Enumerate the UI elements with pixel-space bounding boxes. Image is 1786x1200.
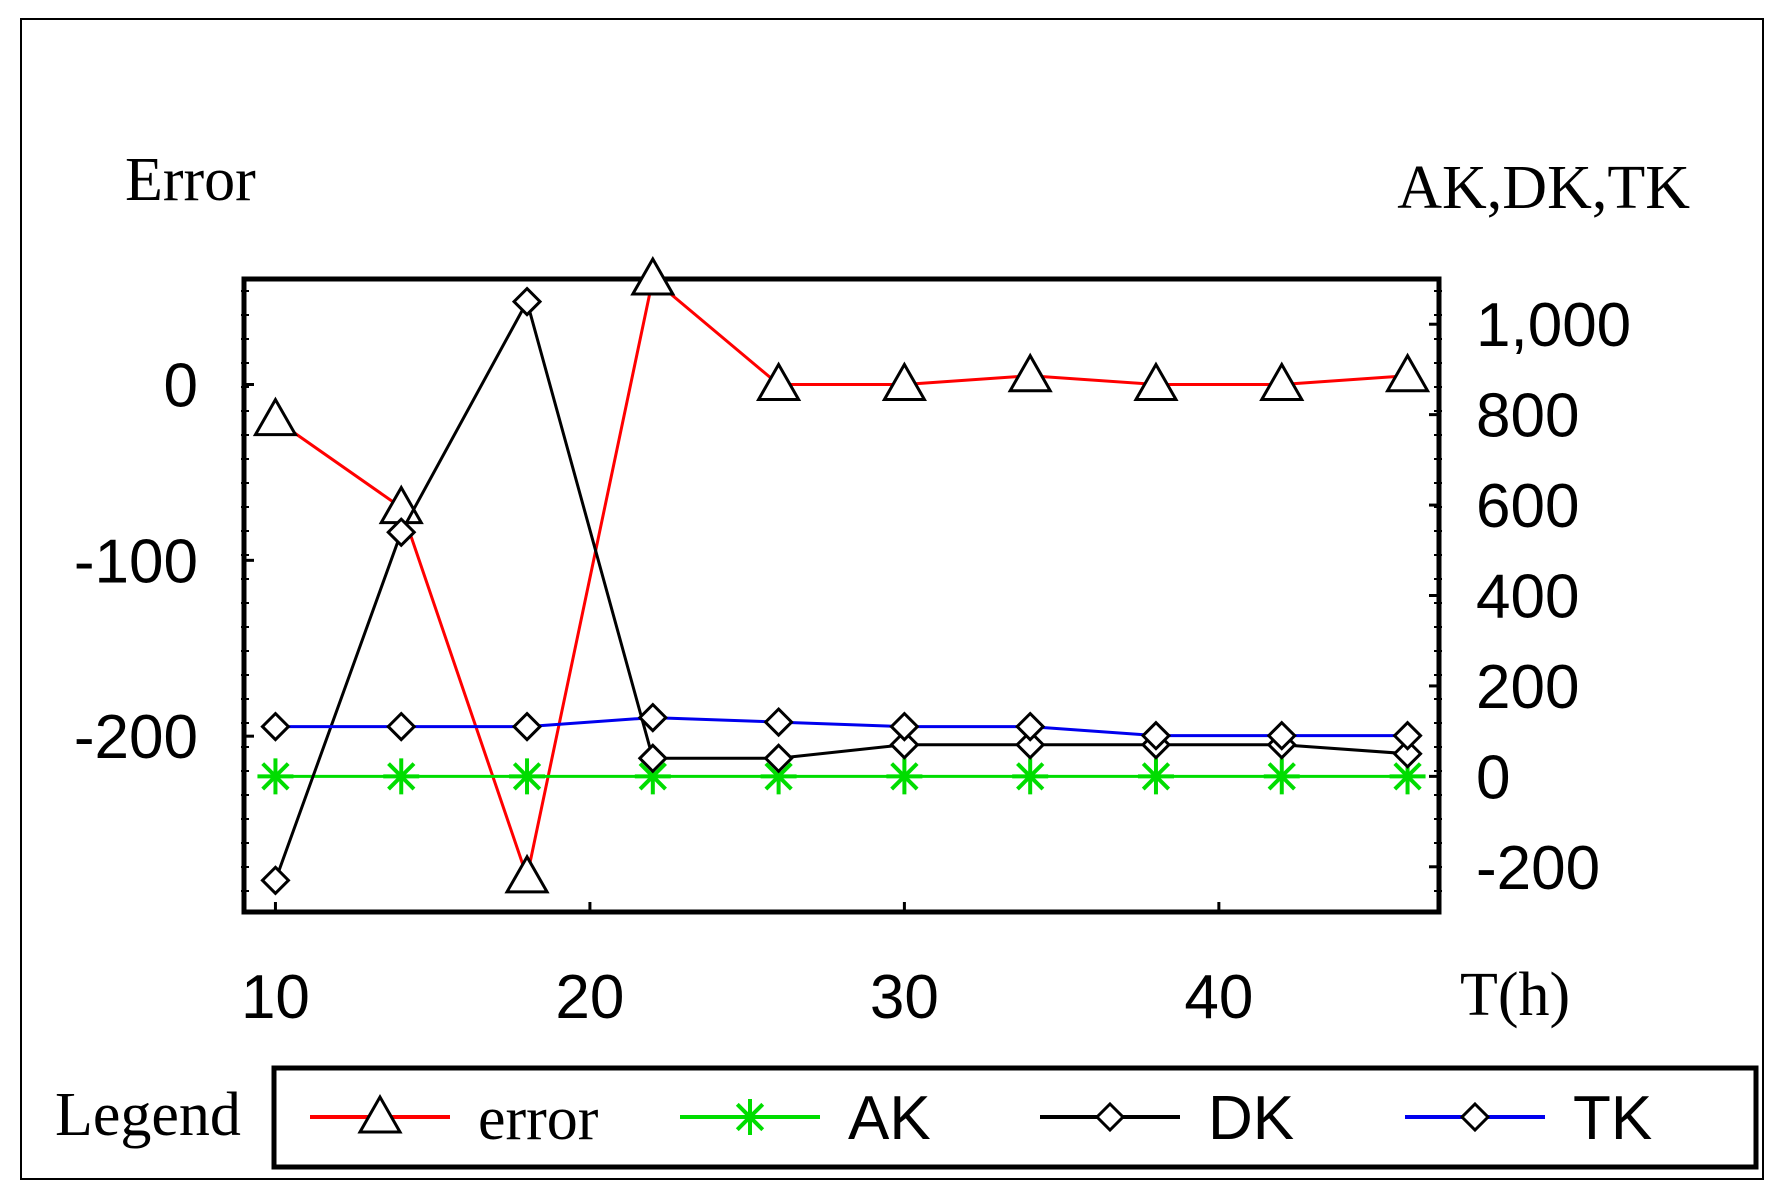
series-AK [257,758,1426,795]
series-TK-marker [889,711,920,742]
series-error [252,255,1431,894]
legend-entry-AK: AK [680,1084,931,1153]
series-AK-marker [509,758,546,795]
series-DK-marker [637,743,668,774]
right-tick-label: 800 [1476,382,1579,451]
series-AK-marker [1263,758,1300,795]
series-error-marker [756,361,802,401]
legend-AK-marker [732,1099,768,1135]
series-DK-marker [889,729,920,760]
series-error-marker [630,255,676,296]
right-tick-label: 600 [1476,472,1579,541]
right-tick-label: -200 [1476,834,1600,903]
legend-entry-DK: DK [1040,1084,1294,1153]
series-AK-marker [634,758,671,795]
x-tick-label: 30 [870,963,939,1032]
series-layer [252,255,1431,896]
right-tick-label: 1,000 [1476,291,1631,360]
series-TK-marker [1015,711,1046,742]
right-tick-label: 400 [1476,563,1579,632]
x-tick-label: 40 [1184,963,1253,1032]
series-DK-marker [260,865,291,896]
left-axis-title: Error [125,146,256,214]
series-AK-marker [257,758,294,795]
series-TK-marker [260,711,291,742]
x-axis-title: T(h) [1460,961,1570,1029]
right-axis-title: AK,DK,TK [1397,154,1690,222]
x-tick-label: 20 [555,963,624,1032]
series-error-marker [1133,361,1179,401]
legend-entry-TK: TK [1405,1084,1652,1153]
series-DK-line [274,297,1408,881]
series-DK-marker [1392,738,1423,769]
left-tick-label: -100 [74,527,198,596]
series-DK-marker [1015,729,1046,760]
series-error-marker [504,853,550,894]
legend-label-AK: AK [848,1084,931,1153]
series-TK-marker [763,706,794,738]
series-TK-marker [1266,720,1297,751]
legend-label-TK: TK [1573,1084,1652,1153]
series-TK-line [275,716,1408,738]
series-TK-marker [1140,720,1172,751]
legend-DK-marker [1094,1101,1126,1133]
series-TK-marker [386,711,417,742]
series-TK-marker [511,711,543,742]
series-error-marker [1007,352,1053,393]
legend-error-marker [357,1093,403,1134]
series-AK-marker [1137,758,1174,795]
series-TK-marker [637,702,668,733]
series-DK-marker [763,743,794,774]
right-tick-label: 0 [1476,743,1510,812]
legend-TK-marker [1459,1101,1491,1133]
series-error-marker [881,361,927,401]
series-TK-marker [1392,720,1423,751]
plot-area [241,276,1442,915]
series-error-marker [1259,361,1305,401]
legend-label-error: error [478,1085,599,1153]
left-tick-label: 0 [164,352,198,421]
series-error-line [274,276,1408,883]
x-tick-label: 10 [241,963,310,1032]
left-tick-label: -200 [74,703,198,772]
series-error-marker [1384,352,1431,393]
legend-entry-error: error [310,1085,599,1153]
series-AK-marker [886,758,923,795]
series-DK-marker [511,286,543,317]
legend-title: Legend [55,1081,241,1149]
series-AK-marker [383,758,420,795]
series-TK [260,702,1423,751]
series-DK-marker [386,517,417,548]
right-tick-label: 200 [1476,653,1579,722]
series-error-marker [252,396,299,437]
series-AK-marker [1012,758,1049,795]
legend-layer: error AK DK TK [310,1084,1652,1153]
legend-label-DK: DK [1208,1084,1294,1153]
